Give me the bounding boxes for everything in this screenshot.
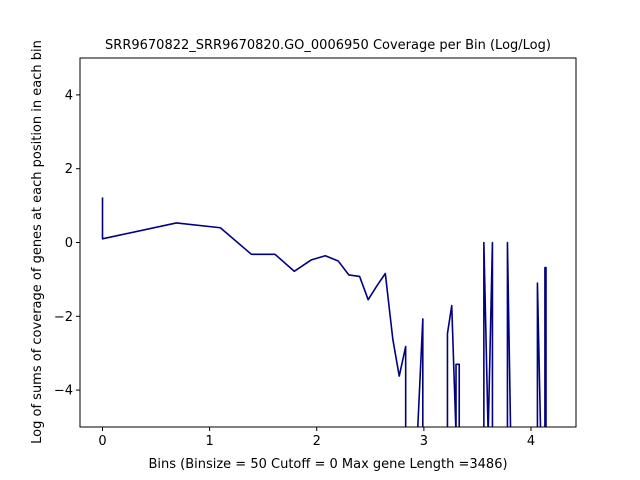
y-tick-label: −4	[54, 384, 73, 399]
y-tick-label: 0	[65, 236, 73, 251]
x-axis: 0 1 2 3 4	[98, 427, 535, 449]
y-tick-label: −2	[54, 310, 73, 325]
series-line-0	[101, 197, 547, 427]
series-layer	[101, 197, 547, 427]
y-axis-label: Log of sums of coverage of genes at each…	[30, 40, 45, 444]
x-tick-label: 1	[205, 434, 213, 449]
x-tick-label: 3	[420, 434, 428, 449]
x-tick-label: 0	[98, 434, 106, 449]
chart-title: SRR9670822_SRR9670820.GO_0006950 Coverag…	[105, 38, 551, 53]
y-tick-label: 2	[65, 162, 73, 177]
x-tick-label: 4	[527, 434, 535, 449]
y-tick-label: 4	[65, 88, 73, 103]
x-tick-label: 2	[313, 434, 321, 449]
x-axis-label: Bins (Binsize = 50 Cutoff = 0 Max gene L…	[148, 457, 507, 472]
y-axis: −4 −2 0 2 4	[54, 88, 80, 399]
